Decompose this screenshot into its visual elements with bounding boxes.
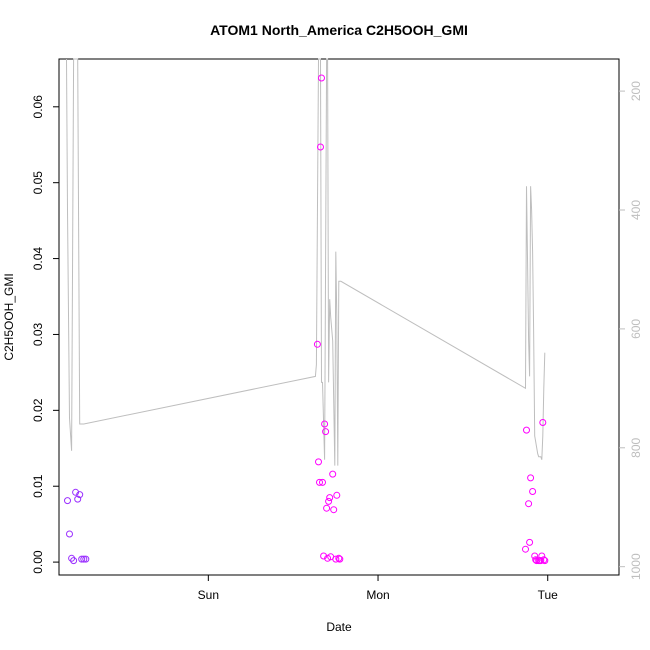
x-axis: Sun Mon Tue (198, 575, 559, 602)
data-point (318, 74, 325, 82)
pressure-line-layer (66, 58, 546, 466)
data-point (319, 478, 326, 486)
data-point (320, 552, 328, 560)
y-tick-label: 0.03 (31, 322, 45, 346)
data-point (526, 538, 534, 546)
y2-tick-label: 800 (629, 437, 643, 457)
data-point (540, 556, 548, 564)
data-point (529, 488, 537, 495)
data-point (80, 555, 88, 563)
data-point (332, 555, 340, 563)
data-point (336, 555, 344, 563)
data-point (317, 143, 324, 151)
y2-tick-label: 600 (629, 319, 643, 339)
plot-frame (58, 58, 620, 576)
y-axis-left: 0.00 0.01 0.02 0.03 0.04 0.05 0.06 (31, 95, 59, 574)
y2-tick-label: 400 (629, 200, 643, 220)
data-point (335, 554, 343, 562)
data-point (323, 504, 331, 512)
x-tick-label: Tue (538, 588, 559, 602)
data-point (68, 554, 76, 562)
y2-tick-label: 1000 (629, 553, 643, 580)
x-tick-label: Sun (198, 588, 219, 602)
data-point (527, 474, 535, 482)
data-point (66, 530, 73, 538)
data-point (525, 500, 533, 508)
data-point (72, 488, 80, 496)
data-point (315, 458, 322, 466)
data-point (537, 557, 545, 565)
data-point (76, 491, 84, 499)
data-point (539, 419, 547, 426)
data-point (329, 470, 337, 478)
data-point (523, 426, 530, 434)
data-point (541, 557, 549, 565)
y-tick-label: 0.00 (31, 550, 45, 574)
pressure-line (66, 58, 546, 466)
data-point (330, 506, 338, 514)
y-tick-label: 0.02 (31, 398, 45, 422)
y-axis-label: C2H5OOH_GMI (2, 273, 16, 360)
data-point (322, 428, 330, 436)
data-point (82, 555, 90, 563)
data-point (532, 556, 540, 564)
y2-tick-label: 200 (629, 81, 643, 101)
data-point (316, 478, 323, 486)
data-point (313, 340, 321, 348)
chart-title: ATOM1 North_America C2H5OOH_GMI (210, 22, 468, 38)
y-tick-label: 0.04 (31, 247, 45, 271)
y-tick-label: 0.05 (31, 171, 45, 195)
data-point (333, 491, 341, 499)
x-tick-label: Mon (366, 588, 389, 602)
data-point (321, 420, 329, 428)
data-point (533, 557, 541, 565)
y-tick-label: 0.06 (31, 95, 45, 119)
data-point (326, 494, 334, 502)
x-axis-label: Date (326, 620, 352, 634)
data-point (522, 545, 529, 553)
points-layer (64, 74, 549, 565)
y-tick-label: 0.01 (31, 474, 45, 498)
data-point (74, 495, 82, 503)
data-point (70, 557, 78, 565)
data-point (531, 552, 539, 560)
data-point (325, 497, 333, 505)
y-axis-right: 200 400 600 800 1000 (619, 81, 643, 580)
data-point (78, 555, 86, 563)
data-point (64, 497, 71, 505)
